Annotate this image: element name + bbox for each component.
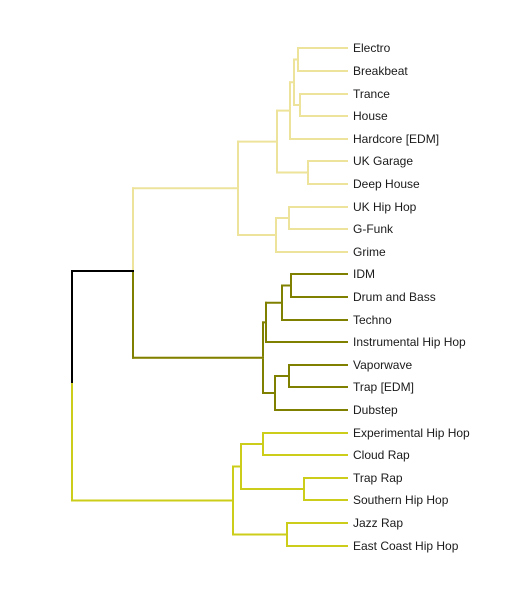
dendrogram-branches xyxy=(71,47,348,547)
leaf-label: Instrumental Hip Hop xyxy=(353,335,466,349)
leaf-label: Trance xyxy=(353,87,390,101)
leaf-label: Trap Rap xyxy=(353,471,403,485)
leaf-label: Grime xyxy=(353,245,386,259)
leaf-label: G-Funk xyxy=(353,222,394,236)
leaf-label: UK Hip Hop xyxy=(353,200,417,214)
leaf-label: Hardcore [EDM] xyxy=(353,132,439,146)
leaf-label: Southern Hip Hop xyxy=(353,493,449,507)
leaf-label: Drum and Bass xyxy=(353,290,436,304)
leaf-label: House xyxy=(353,109,388,123)
leaf-label: Jazz Rap xyxy=(353,516,403,530)
leaf-label: Techno xyxy=(353,313,392,327)
leaf-label: Vaporwave xyxy=(353,358,412,372)
leaf-label: Experimental Hip Hop xyxy=(353,426,470,440)
leaf-label: Breakbeat xyxy=(353,64,408,78)
leaf-label: Cloud Rap xyxy=(353,448,410,462)
leaf-label: Dubstep xyxy=(353,403,398,417)
leaf-label: East Coast Hip Hop xyxy=(353,539,459,553)
leaf-label: Deep House xyxy=(353,177,420,191)
leaf-label: Trap [EDM] xyxy=(353,380,414,394)
leaf-label: UK Garage xyxy=(353,154,413,168)
leaf-label: IDM xyxy=(353,267,375,281)
leaf-labels: Electro Breakbeat Trance House Hardcore [EDM… xyxy=(353,41,470,553)
leaf-label: Electro xyxy=(353,41,391,55)
